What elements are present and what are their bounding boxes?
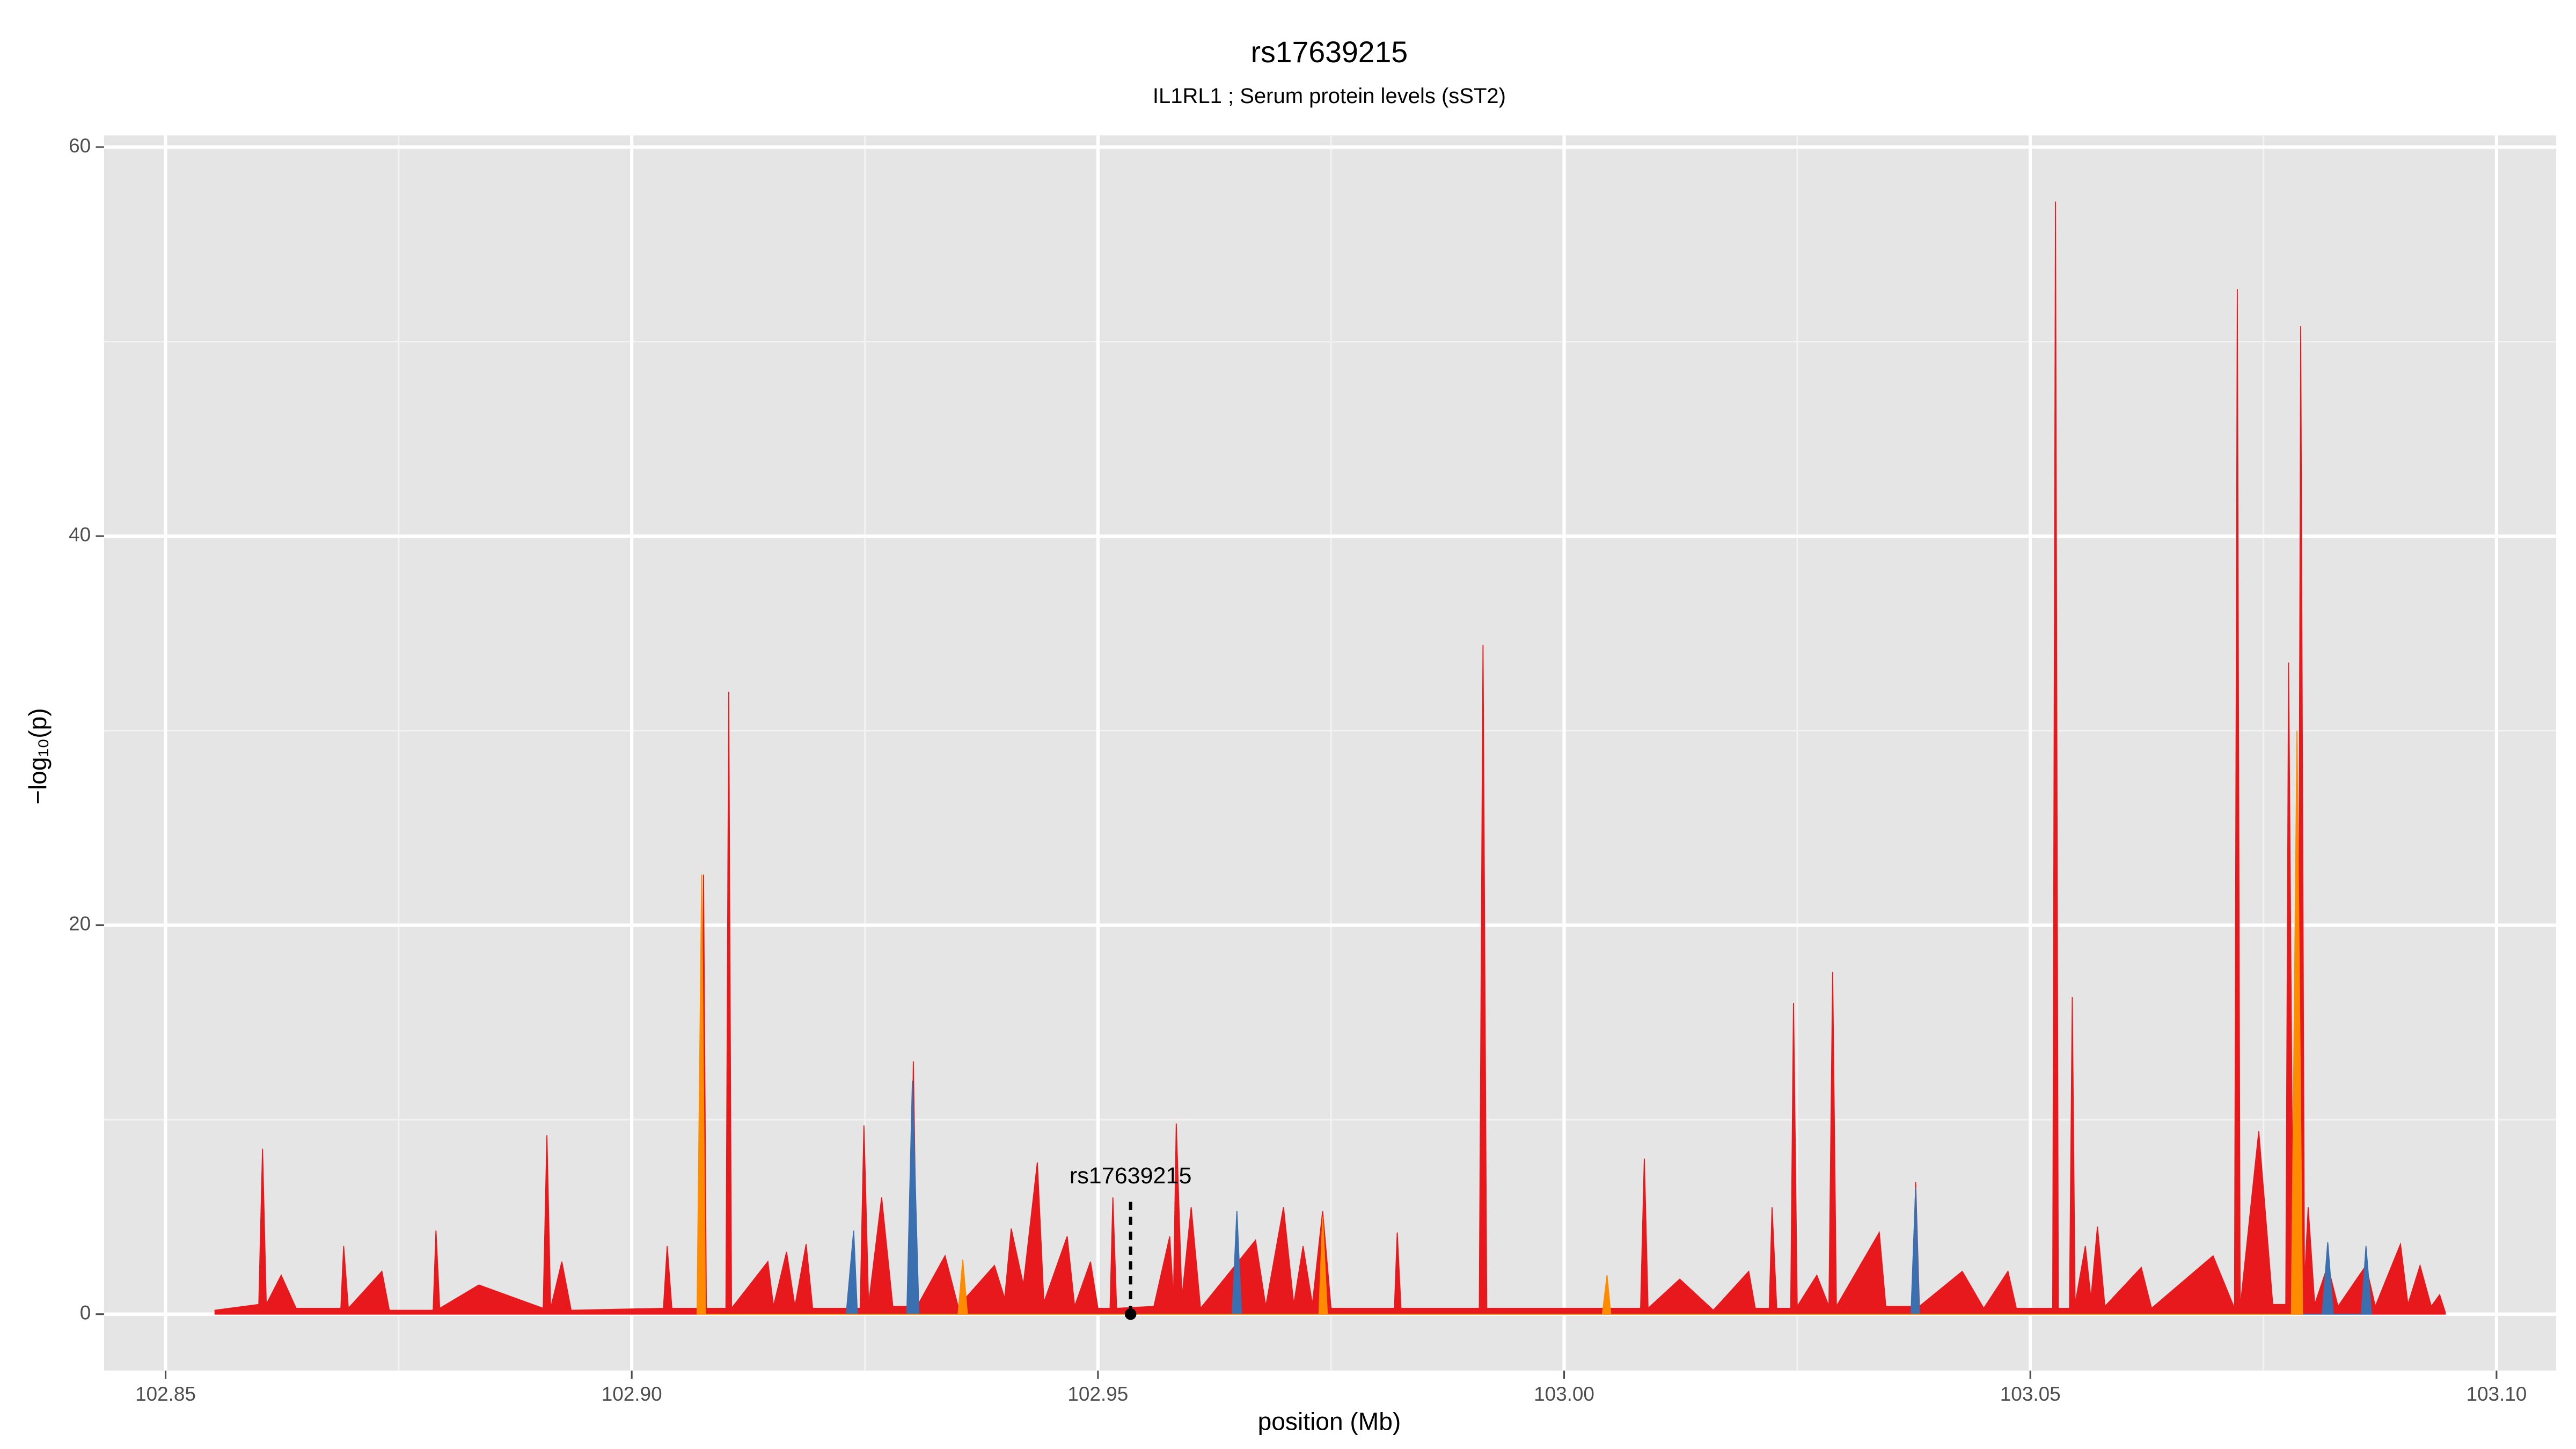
chart-title: rs17639215 (1251, 35, 1408, 69)
panel (104, 135, 2557, 1371)
y-tick-label: 60 (69, 135, 91, 157)
x-tick-label: 102.85 (135, 1383, 196, 1405)
x-tick-label: 103.10 (2466, 1383, 2527, 1405)
chart-subtitle: IL1RL1 ; Serum protein levels (sST2) (1153, 84, 1506, 108)
y-tick-label: 20 (69, 913, 91, 935)
area (696, 730, 2303, 1315)
area (214, 201, 2446, 1315)
x-tick-label: 103.05 (2000, 1383, 2061, 1405)
y-tick-label: 40 (69, 524, 91, 546)
y-axis-label: −log₁₀(p) (24, 708, 52, 804)
annotation-label: rs17639215 (1070, 1163, 1191, 1189)
annotation-point (1124, 1308, 1137, 1320)
axes: 102.85 102.90 102.95 103.00 103.05 103.10 0 20 4… (69, 135, 2527, 1405)
x-tick-label: 102.95 (1067, 1383, 1128, 1405)
x-axis-label: position (Mb) (1258, 1407, 1401, 1435)
x-tick-label: 103.00 (1534, 1383, 1594, 1405)
x-tick-label: 102.90 (602, 1383, 662, 1405)
y-tick-label: 0 (80, 1301, 91, 1323)
marks: rs17639215 (214, 201, 2446, 1320)
